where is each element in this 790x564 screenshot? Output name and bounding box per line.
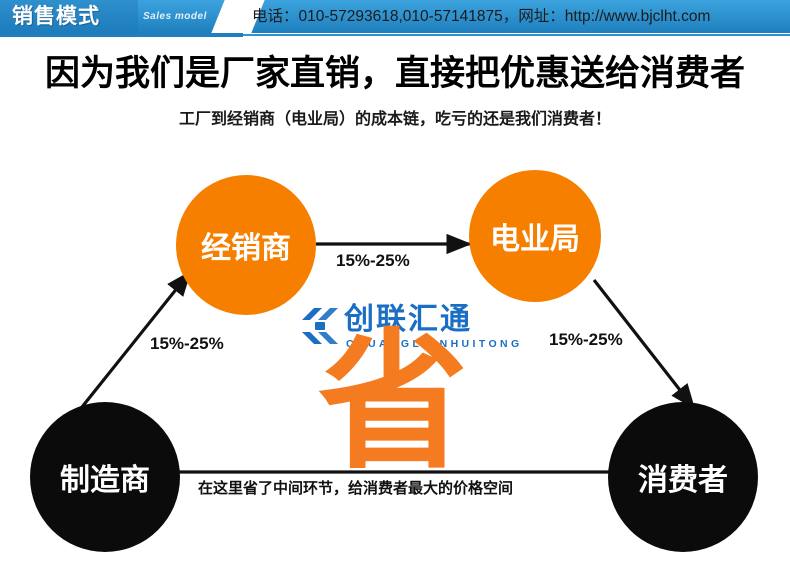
node-dealer-label: 经销商	[201, 231, 291, 266]
header-contact-info: 电话：010-57293618,010-57141875，网址：http://w…	[252, 8, 711, 25]
sales-flow-diagram: 经销商 电业局 制造商 消费者 15%-25% 15%-25% 15%-25% …	[0, 150, 790, 564]
node-consumer: 消费者	[608, 402, 758, 552]
header-title-block	[0, 0, 138, 33]
edge-label-maker-to-consumer: 在这里省了中间环节，给消费者最大的价格空间	[198, 480, 514, 497]
node-bureau-label: 电业局	[490, 222, 580, 257]
edge-label-dealer-to-bureau: 15%-25%	[336, 251, 410, 270]
arrow-maker-to-dealer	[76, 270, 192, 413]
arrow-bureau-to-consumer	[592, 279, 696, 410]
page-subheadline: 工厂到经销商（电业局）的成本链，吃亏的还是我们消费者！	[178, 111, 611, 128]
header-title: 销售模式	[12, 5, 100, 28]
edge-label-bureau-to-consumer: 15%-25%	[549, 330, 623, 349]
node-manufacturer: 制造商	[30, 402, 180, 552]
header-subtitle-en: Sales model	[143, 11, 207, 22]
edge-label-maker-to-dealer: 15%-25%	[150, 334, 224, 353]
node-bureau: 电业局	[469, 170, 601, 302]
page-headline: 因为我们是厂家直销，直接把优惠送给消费者	[44, 54, 745, 94]
node-consumer-label: 消费者	[638, 463, 728, 498]
header-underline-accent	[243, 34, 790, 36]
header-banner: 销售模式 Sales model 电话：010-57293618,010-571…	[0, 0, 790, 37]
node-dealer: 经销商	[176, 175, 316, 315]
node-manufacturer-label: 制造商	[60, 463, 150, 498]
